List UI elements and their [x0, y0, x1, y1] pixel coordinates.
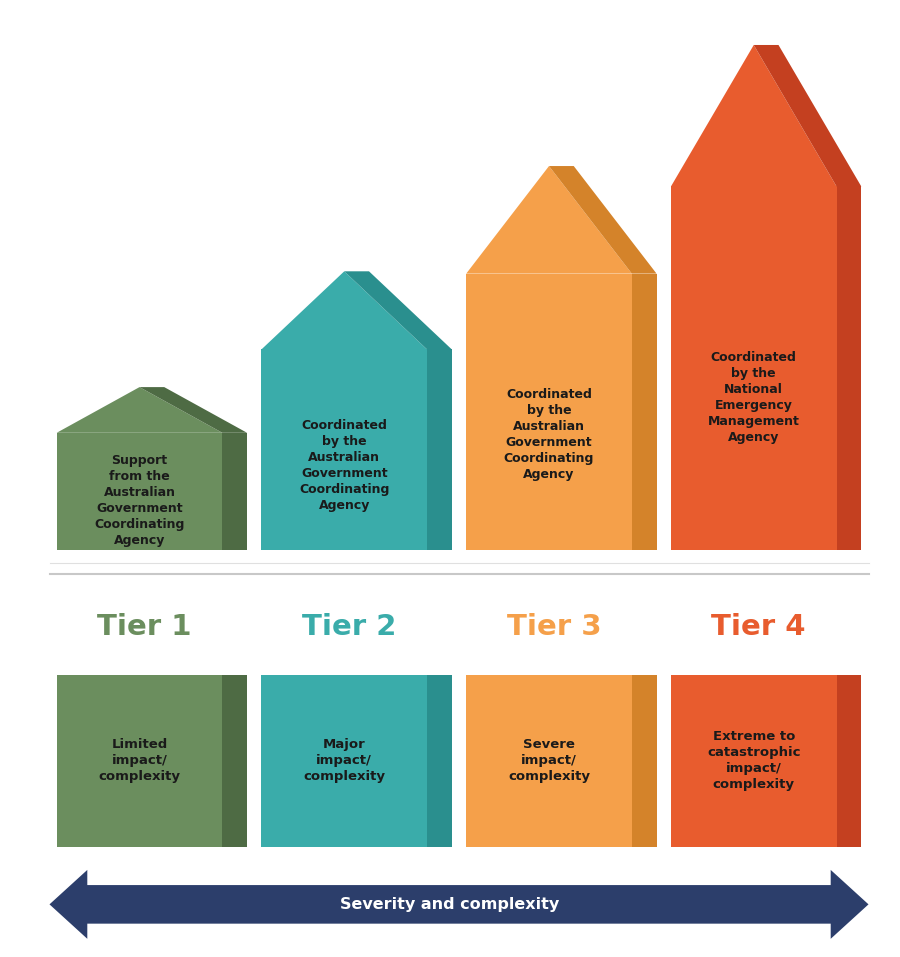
Polygon shape — [670, 187, 837, 550]
Polygon shape — [632, 675, 656, 847]
Polygon shape — [428, 349, 452, 550]
Polygon shape — [837, 187, 861, 550]
Polygon shape — [140, 387, 247, 433]
Text: Tier 3: Tier 3 — [507, 612, 601, 641]
Polygon shape — [261, 271, 428, 349]
Polygon shape — [428, 675, 452, 847]
Text: Extreme to
catastrophic
impact/
complexity: Extreme to catastrophic impact/ complexi… — [707, 730, 800, 791]
Polygon shape — [57, 433, 222, 550]
Polygon shape — [466, 166, 632, 274]
Polygon shape — [57, 387, 222, 433]
Text: Tier 2: Tier 2 — [302, 612, 396, 641]
Text: Severity and complexity: Severity and complexity — [340, 897, 560, 912]
Polygon shape — [261, 349, 428, 550]
Polygon shape — [632, 274, 656, 550]
Polygon shape — [222, 675, 247, 847]
Text: Major
impact/
complexity: Major impact/ complexity — [303, 738, 385, 784]
Polygon shape — [57, 675, 222, 847]
Polygon shape — [670, 45, 837, 187]
Text: Severe
impact/
complexity: Severe impact/ complexity — [508, 738, 590, 784]
Polygon shape — [261, 675, 428, 847]
Text: Coordinated
by the
Australian
Government
Coordinating
Agency: Coordinated by the Australian Government… — [299, 419, 390, 512]
Polygon shape — [222, 433, 247, 550]
Text: Tier 4: Tier 4 — [712, 612, 806, 641]
Polygon shape — [670, 675, 837, 847]
Text: Coordinated
by the
Australian
Government
Coordinating
Agency: Coordinated by the Australian Government… — [504, 388, 594, 480]
Text: Coordinated
by the
National
Emergency
Management
Agency: Coordinated by the National Emergency Ma… — [707, 351, 800, 444]
Polygon shape — [837, 675, 861, 847]
Polygon shape — [345, 271, 452, 349]
Text: Limited
impact/
complexity: Limited impact/ complexity — [98, 738, 181, 784]
Polygon shape — [754, 45, 861, 187]
Polygon shape — [466, 675, 632, 847]
Text: Tier 1: Tier 1 — [97, 612, 192, 641]
Text: Support
from the
Australian
Government
Coordinating
Agency: Support from the Australian Government C… — [94, 455, 184, 547]
Polygon shape — [549, 166, 656, 274]
Polygon shape — [50, 870, 868, 939]
Polygon shape — [466, 274, 632, 550]
